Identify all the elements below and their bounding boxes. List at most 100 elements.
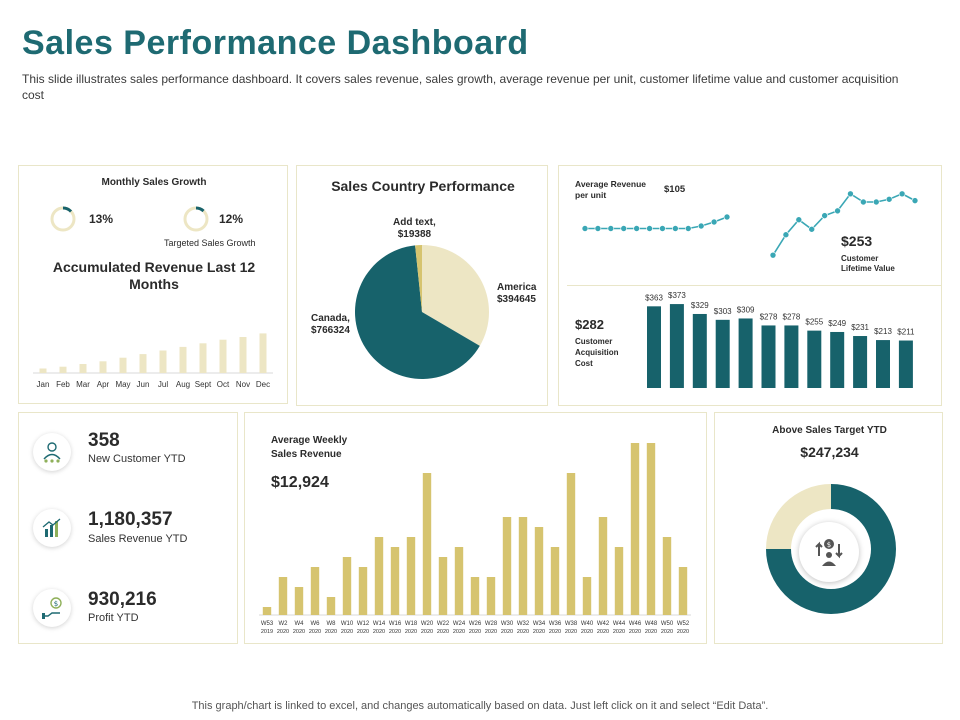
weekly-bar [454,547,464,615]
clv-line-chart [769,190,919,259]
cac-bar-label: $249 [828,319,846,328]
arpu-point [607,225,615,232]
weekly-bar [342,557,352,615]
profit-icon: $ [33,589,71,627]
growth-actual-ring-fill [62,206,73,213]
acc-bar [119,357,127,373]
footer-note: This graph/chart is linked to excel, and… [191,700,769,712]
acc-tick-label: Aug [176,380,190,389]
acc-bar [219,339,227,373]
weekly-bar [310,567,320,615]
weekly-bar [598,517,608,615]
weekly-tick-week: W32 [517,621,530,627]
target-icon: $ [799,522,859,582]
weekly-tick-year: 2020 [341,629,353,635]
cac-bar-label: $373 [668,291,686,300]
weekly-tick-year: 2020 [661,629,673,635]
pie-slice [354,245,480,379]
country-performance-panel: Sales Country Performance Add text, $193… [296,165,548,406]
kpi-revenue-value: 1,180,357 [88,509,173,530]
cac-bar [807,330,822,388]
weekly-tick-week: W2 [279,621,289,627]
weekly-tick-year: 2020 [517,629,529,635]
cac-bar [876,340,890,388]
acc-tick-label: Sept [195,380,212,389]
weekly-bar [662,537,672,615]
weekly-tick-week: W26 [469,621,482,627]
weekly-tick-week: W8 [327,621,337,627]
clv-point [795,216,803,224]
panel-divider [567,285,941,286]
acc-tick-label: Feb [56,380,70,389]
weekly-revenue-value: $12,924 [271,474,329,491]
weekly-tick-year: 2020 [677,629,689,635]
cac-bar-label: $278 [783,312,801,321]
weekly-bar [438,557,448,615]
weekly-tick-week: W4 [295,621,305,627]
pie-label-addtext: Add text, $19388 [393,217,436,241]
clv-point [834,207,841,215]
weekly-revenue-title: Average Weekly Sales Revenue [271,435,348,460]
weekly-tick-week: W52 [677,621,690,627]
growth-target-ring-fill [195,206,205,213]
accumulated-revenue-chart: Jan Feb Mar Apr May Jun Jul Aug Sept Oct Nov Dec [33,333,273,389]
svg-text:$: $ [827,541,831,549]
monthly-growth-title: Monthly Sales Growth [101,177,207,188]
weekly-tick-year: 2020 [373,629,385,635]
cac-bar [761,325,776,388]
country-pie-chart [354,245,489,379]
growth-target-value: 12% [219,212,244,226]
pie-label-addtext-name: Add text, [393,217,436,228]
weekly-bar [374,537,384,615]
weekly-tick-year: 2020 [277,629,289,635]
weekly-tick-year: 2020 [453,629,465,635]
cac-bar [738,318,753,388]
weekly-tick-year: 2020 [565,629,577,635]
weekly-bar [358,567,368,615]
acc-tick-label: Nov [236,380,250,389]
arpu-point [723,213,731,221]
cac-bar [830,331,845,388]
above-target-panel: Above Sales Target YTD $247,234 $ [714,412,943,644]
weekly-bar [614,547,624,615]
acc-bar [139,354,147,373]
weekly-bar [470,577,480,615]
acc-bar [179,346,187,373]
cac-bar-chart: $363 $373 $329 $303 $309 $278 $278 $255 $249 $231… [645,291,915,388]
cac-bar [647,306,661,388]
acc-bar [239,337,247,373]
weekly-tick-week: W14 [373,621,386,627]
cac-value: $282 [575,317,604,332]
arpu-point [646,225,653,232]
above-target-value: $247,234 [800,444,859,460]
clv-point [860,198,867,206]
weekly-tick-year: 2020 [613,629,625,635]
weekly-tick-year: 2020 [549,629,561,635]
weekly-tick-year: 2020 [293,629,305,635]
accumulated-revenue-title: Accumulated Revenue Last 12 Months [52,259,256,292]
acc-tick-label: May [115,380,130,389]
weekly-tick-year: 2020 [421,629,433,635]
acc-tick-label: Mar [76,380,90,389]
arpu-point [594,225,602,232]
monthly-growth-panel: Monthly Sales Growth 13% 12% Targeted Sa… [18,165,288,404]
growth-target-label: Targeted Sales Growth [164,238,256,248]
kpi-revenue-label: Sales Revenue YTD [88,533,188,545]
cac-bar-label: $363 [645,293,663,302]
weekly-tick-year: 2020 [469,629,481,635]
weekly-bar [630,443,640,615]
weekly-tick-week: W20 [421,621,434,627]
weekly-bar [678,567,688,615]
arpu-value: $105 [664,184,686,195]
pie-label-canada-value: $766324 [311,325,350,336]
acc-bar [259,333,267,373]
weekly-bar [518,517,528,615]
weekly-tick-week: W44 [613,621,626,627]
weekly-tick-year: 2020 [309,629,321,635]
weekly-bar [646,443,656,615]
weekly-tick-year: 2020 [629,629,641,635]
pie-label-america: America $394645 [497,282,536,306]
weekly-tick-week: W22 [437,621,450,627]
acc-tick-label: Dec [256,380,270,389]
weekly-tick-year: 2019 [261,629,273,635]
